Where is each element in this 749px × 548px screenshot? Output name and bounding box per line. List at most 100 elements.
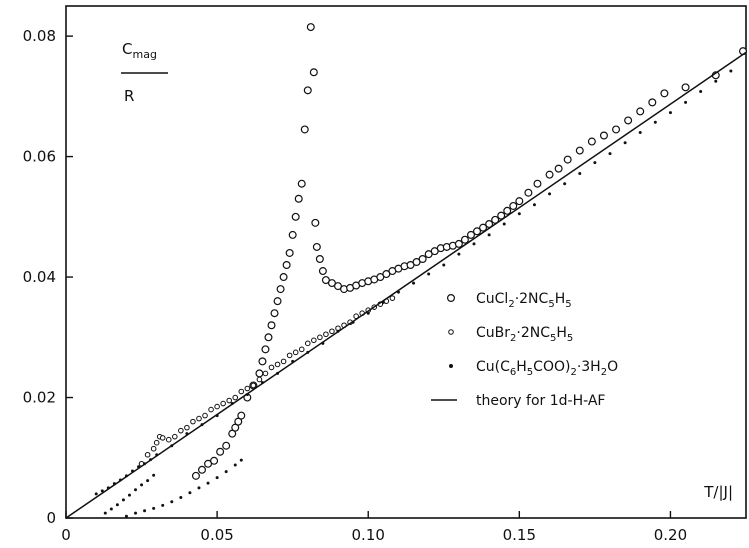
cubenz-point: [224, 470, 228, 474]
cucl2-point: [412, 258, 421, 267]
y-tick-label: 0: [46, 509, 56, 527]
cucl2-point: [612, 125, 621, 134]
cucl2-point: [264, 333, 273, 342]
cucl2-point: [309, 68, 318, 77]
cucl2-point: [648, 98, 657, 107]
cucl2-point: [533, 179, 542, 188]
cubenz-point: [638, 130, 642, 134]
cubenz-point: [593, 161, 597, 165]
cubenz-point: [161, 503, 165, 507]
cucl2-point: [524, 188, 533, 197]
cucl2-point: [681, 83, 690, 92]
y-axis-title: Cmag R: [121, 40, 168, 105]
cubenz-point: [578, 171, 582, 175]
cubr2-point: [190, 418, 196, 425]
cubenz-point: [143, 509, 147, 513]
cubenz-point: [668, 111, 672, 115]
cubenz-point: [179, 496, 183, 500]
cubenz-point: [100, 489, 104, 493]
cubenz-point: [134, 511, 138, 515]
cucl2-point: [334, 282, 343, 291]
cucl2-point: [297, 179, 306, 188]
cubr2-point: [389, 295, 396, 301]
cucl2-point: [624, 116, 633, 125]
cucl2-point: [216, 447, 225, 456]
cubenz-point: [121, 498, 125, 502]
cucl2-point: [279, 273, 288, 282]
cubenz-point: [487, 233, 491, 237]
y-axis-label-bottom: R: [124, 87, 134, 105]
cucl2-point: [473, 227, 482, 236]
cubenz-point: [729, 69, 733, 73]
cubenz-point: [457, 252, 461, 256]
cucl2-point: [460, 235, 469, 244]
cucl2-point: [261, 345, 270, 354]
cucl2-point: [191, 471, 200, 480]
cucl2-point: [198, 465, 207, 474]
legend-marker-cucl2: [447, 294, 456, 303]
cubr2-point: [184, 424, 190, 431]
cubenz-point: [127, 493, 131, 497]
cubenz-point: [109, 507, 113, 511]
cubenz-point: [215, 476, 219, 480]
cucl2-point: [306, 23, 315, 32]
legend-marker-cubr2: [448, 329, 454, 335]
cubenz-point: [239, 458, 243, 462]
cucl2-point: [311, 218, 320, 227]
cucl2-point: [273, 297, 282, 306]
cucl2-point: [231, 423, 240, 432]
cucl2-point: [376, 273, 385, 282]
cubr2-point: [274, 361, 281, 368]
cubenz-point: [140, 483, 144, 487]
cubr2-point: [214, 403, 220, 410]
cubenz-point: [206, 481, 210, 485]
cucl2-point: [234, 417, 243, 426]
cucl2-point: [575, 146, 584, 155]
cubr2-point: [250, 382, 257, 389]
legend: CuCl2·2NC5H5 CuBr2·2NC5H5 Cu(C6H5COO)2·3H2…: [431, 291, 618, 409]
cubenz-point: [684, 100, 688, 104]
legend-marker-cubenz: [449, 364, 453, 368]
cucl2-point: [267, 321, 276, 330]
cubr2-point: [172, 433, 178, 440]
cubenz-point: [653, 120, 657, 124]
x-tick-label: 0.15: [503, 526, 536, 544]
cubenz-point: [412, 281, 416, 285]
cucl2-point: [318, 267, 327, 276]
cucl2-point: [294, 194, 303, 203]
legend-label-cubr2: CuBr2·2NC5H5: [476, 325, 573, 344]
cubenz-point: [563, 182, 567, 186]
cubenz-point: [94, 492, 98, 496]
cubr2-point: [317, 334, 323, 341]
cucl2-point: [237, 411, 246, 420]
cubr2-point: [196, 415, 202, 422]
cucl2-point: [660, 89, 669, 98]
cubr2-point: [244, 385, 251, 392]
cucl2-point: [204, 459, 213, 468]
cucl2-point: [291, 212, 300, 221]
legend-label-cubenz: Cu(C6H5COO)2·3H2O: [476, 359, 618, 378]
cucl2-point: [288, 230, 297, 239]
y-tick-label: 0.02: [23, 389, 56, 407]
plot-frame: [65, 5, 747, 519]
cucl2-point: [479, 223, 488, 232]
cubr2-point: [150, 445, 157, 452]
cucl2-point: [276, 285, 285, 294]
cucl2-point: [424, 250, 433, 259]
cucl2-point: [509, 201, 518, 210]
cucl2-point: [210, 456, 219, 465]
cubr2-point: [323, 331, 329, 338]
cubr2-point: [286, 352, 293, 359]
data-marks: [65, 23, 747, 519]
cucl2-point: [270, 309, 279, 318]
cubr2-point: [238, 388, 245, 395]
cubenz-point: [623, 141, 627, 145]
cubr2-point: [208, 406, 214, 413]
cubr2-point: [256, 376, 263, 383]
cubenz-point: [532, 203, 536, 207]
cucl2-point: [285, 248, 294, 257]
cucl2-point: [563, 155, 572, 164]
x-tick-label: 0.05: [200, 526, 233, 544]
cucl2-point: [466, 230, 475, 239]
